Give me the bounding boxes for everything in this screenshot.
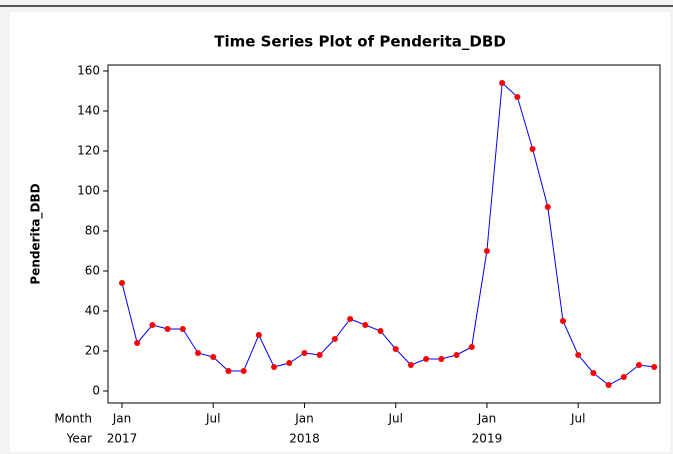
data-point <box>225 368 232 374</box>
data-point <box>590 370 597 376</box>
data-point <box>362 322 369 328</box>
data-point <box>620 374 627 380</box>
data-point <box>468 344 475 350</box>
data-point <box>423 356 430 362</box>
year-label: 2017 <box>107 432 138 446</box>
x-tick-label: Jan <box>477 412 497 426</box>
data-point <box>483 248 490 254</box>
y-tick-label: 0 <box>92 384 100 398</box>
data-point <box>118 280 125 286</box>
data-point <box>331 336 338 342</box>
y-axis-label: Penderita_DBD <box>29 183 44 284</box>
y-tick-label: 60 <box>85 264 100 278</box>
data-point <box>286 360 293 366</box>
chart-title: Time Series Plot of Penderita_DBD <box>214 33 506 51</box>
x-tick-label: Jan <box>112 412 132 426</box>
data-point <box>559 318 566 324</box>
plot-frame <box>107 64 661 404</box>
y-tick-label: 20 <box>85 344 100 358</box>
data-point <box>179 326 186 332</box>
data-point <box>149 322 156 328</box>
x-tick-label: Jul <box>205 412 220 426</box>
y-tick-label: 140 <box>77 104 100 118</box>
data-point <box>210 354 217 360</box>
data-point <box>438 356 445 362</box>
data-point <box>255 332 262 338</box>
data-point <box>499 80 506 86</box>
data-point <box>195 350 202 356</box>
x-tick-label: Jan <box>294 412 314 426</box>
data-point <box>544 204 551 210</box>
y-tick-label: 120 <box>77 144 100 158</box>
data-point <box>316 352 323 358</box>
year-label: 2019 <box>472 432 503 446</box>
data-point <box>347 316 354 322</box>
x-row-label: Year <box>66 432 92 446</box>
data-point <box>407 362 414 368</box>
x-tick-label: Jul <box>570 412 585 426</box>
data-point <box>134 340 141 346</box>
data-point <box>301 350 308 356</box>
data-point <box>392 346 399 352</box>
data-point <box>271 364 278 370</box>
y-tick-label: 160 <box>77 64 100 78</box>
data-point <box>529 146 536 152</box>
data-point <box>164 326 171 332</box>
x-tick-label: Jul <box>387 412 402 426</box>
data-point <box>453 352 460 358</box>
data-point <box>514 94 521 100</box>
y-tick-label: 100 <box>77 184 100 198</box>
data-point <box>636 362 643 368</box>
year-label: 2018 <box>289 432 320 446</box>
y-tick-label: 80 <box>85 224 100 238</box>
data-point <box>377 328 384 334</box>
data-point <box>575 352 582 358</box>
data-point <box>240 368 247 374</box>
y-tick-label: 40 <box>85 304 100 318</box>
data-point <box>651 364 658 370</box>
data-point <box>605 382 612 388</box>
plot-panel <box>10 12 670 452</box>
x-row-label: Month <box>54 412 92 426</box>
